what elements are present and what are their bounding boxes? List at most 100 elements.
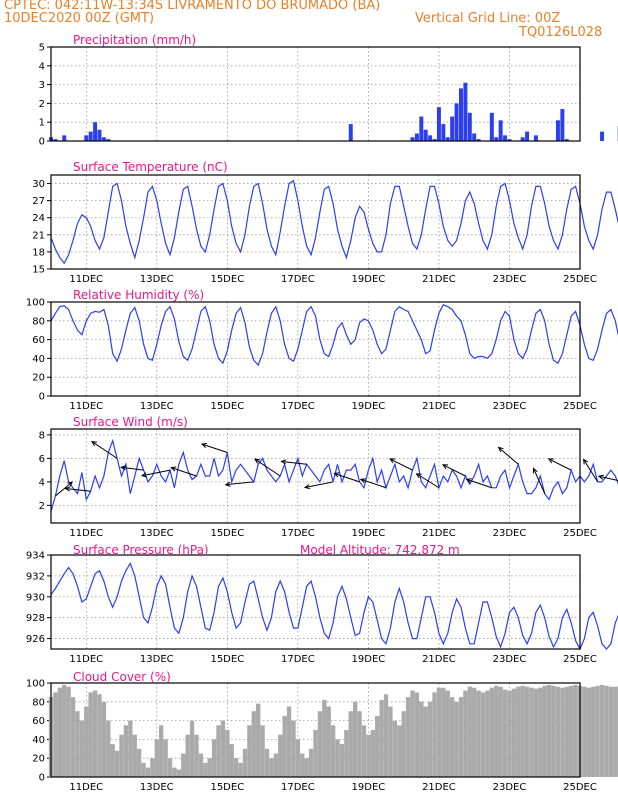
cloud-bar [62, 684, 67, 777]
wind-arrowhead [140, 472, 148, 478]
wind-vector [201, 443, 228, 453]
x-tick-label: 15DEC [210, 528, 244, 539]
y-tick-label: 932 [26, 571, 45, 582]
cloud-bar [256, 703, 261, 777]
run-date: 10DEC2020 00Z (GMT) [4, 11, 155, 26]
cloud-bar [511, 688, 517, 777]
x-tick-label: 11DEC [69, 782, 103, 793]
x-tick-label: 19DEC [352, 654, 386, 665]
cloud-bar [432, 692, 437, 777]
precip-bar [472, 133, 477, 141]
y-tick-label: 24 [32, 213, 45, 224]
cloud-bar [467, 686, 472, 777]
panel-cloud: 0 20 40 60 80 100 11DEC 13DEC 15DEC 17DEC 19DEC 21D… [26, 670, 618, 793]
precip-bar [88, 131, 93, 141]
cloud-bar [454, 701, 459, 777]
wind-arrowhead [224, 481, 231, 487]
precip-bar [419, 116, 424, 141]
precip-bar [450, 116, 455, 141]
precip-bar [84, 135, 89, 141]
precip-bar [467, 112, 472, 141]
x-tick-label: 13DEC [140, 654, 174, 665]
y-tick-label: 6 [39, 454, 45, 465]
wind-arrowhead [303, 484, 311, 490]
cloud-bar [101, 701, 107, 777]
series-line-temp [50, 179, 618, 265]
cloud-bar [176, 769, 182, 777]
y-tick-label: 930 [26, 592, 45, 603]
wind-arrowhead [547, 458, 554, 464]
x-tick-label: 17DEC [281, 654, 315, 665]
x-tick-label: 23DEC [493, 782, 527, 793]
precip-bar [564, 139, 569, 141]
panel-title: Surface Wind (m/s) [73, 415, 188, 429]
cloud-bar [167, 758, 173, 777]
cloud-bar [322, 699, 327, 777]
cloud-bar [278, 734, 283, 777]
cloud-bar [485, 690, 490, 777]
wind-arrowhead [254, 458, 261, 464]
cloud-bar [269, 758, 274, 777]
y-tick-label: 928 [26, 613, 45, 624]
y-tick-label: 40 [32, 735, 45, 746]
cloud-bar [613, 686, 618, 777]
precip-bar [62, 135, 67, 141]
cloud-bar [533, 688, 539, 777]
panel-title: Surface Temperature (nC) [73, 160, 228, 174]
precip-bar [476, 139, 481, 141]
precip-bar [498, 120, 503, 141]
cloud-bar [410, 690, 415, 777]
precip-bar [101, 137, 106, 141]
cloud-bar [361, 725, 367, 777]
cloud-bar [194, 734, 199, 777]
cloud-bar [66, 686, 71, 777]
wind-vector [334, 473, 360, 483]
cloud-bar [238, 762, 243, 777]
wind-vector [416, 473, 440, 489]
cloud-bar [344, 730, 349, 777]
cloud-bar [181, 753, 186, 777]
precip-bar [520, 137, 525, 141]
precip-bar [410, 137, 415, 141]
precip-bar [494, 137, 499, 141]
x-tick-label: 25DEC [563, 782, 597, 793]
y-tick-label: 30 [32, 179, 45, 190]
cloud-bar [476, 690, 481, 777]
cloud-bar [286, 706, 292, 777]
panel-frame [50, 301, 581, 397]
y-tick-label: 4 [39, 61, 45, 72]
x-tick-label: 19DEC [352, 274, 386, 285]
x-tick-label: 15DEC [210, 654, 244, 665]
cloud-bar [502, 689, 508, 777]
y-tick-label: 20 [32, 754, 45, 765]
cloud-bar [538, 687, 543, 777]
wind-vector [281, 460, 307, 465]
precip-bar [525, 131, 530, 141]
precip-bar [463, 82, 468, 141]
x-tick-label: 11DEC [69, 274, 103, 285]
panel-annotation: Model Altitude: 742.872 m [300, 543, 460, 557]
cloud-bar [88, 692, 93, 777]
cloud-bar [242, 748, 248, 777]
x-tick-label: 15DEC [210, 401, 244, 412]
precip-bar [507, 139, 512, 141]
cloud-bar [150, 758, 155, 777]
precip-bar [560, 109, 565, 141]
wind-vector [389, 458, 413, 471]
cloud-bar [494, 685, 499, 777]
cloud-bar [472, 687, 477, 777]
x-tick-label: 13DEC [140, 782, 174, 793]
wind-arrowhead [170, 466, 177, 472]
x-tick-label: 17DEC [281, 528, 315, 539]
x-tick-label: 11DEC [69, 401, 103, 412]
cloud-bar [498, 686, 503, 777]
cloud-bar [295, 739, 301, 777]
cloud-bar [405, 697, 411, 777]
x-tick-label: 21DEC [422, 528, 456, 539]
cloud-bar [441, 687, 446, 777]
cloud-bar [282, 715, 287, 777]
x-tick-label: 15DEC [210, 782, 244, 793]
wind-vector [533, 468, 546, 494]
precip-bar [423, 129, 428, 141]
